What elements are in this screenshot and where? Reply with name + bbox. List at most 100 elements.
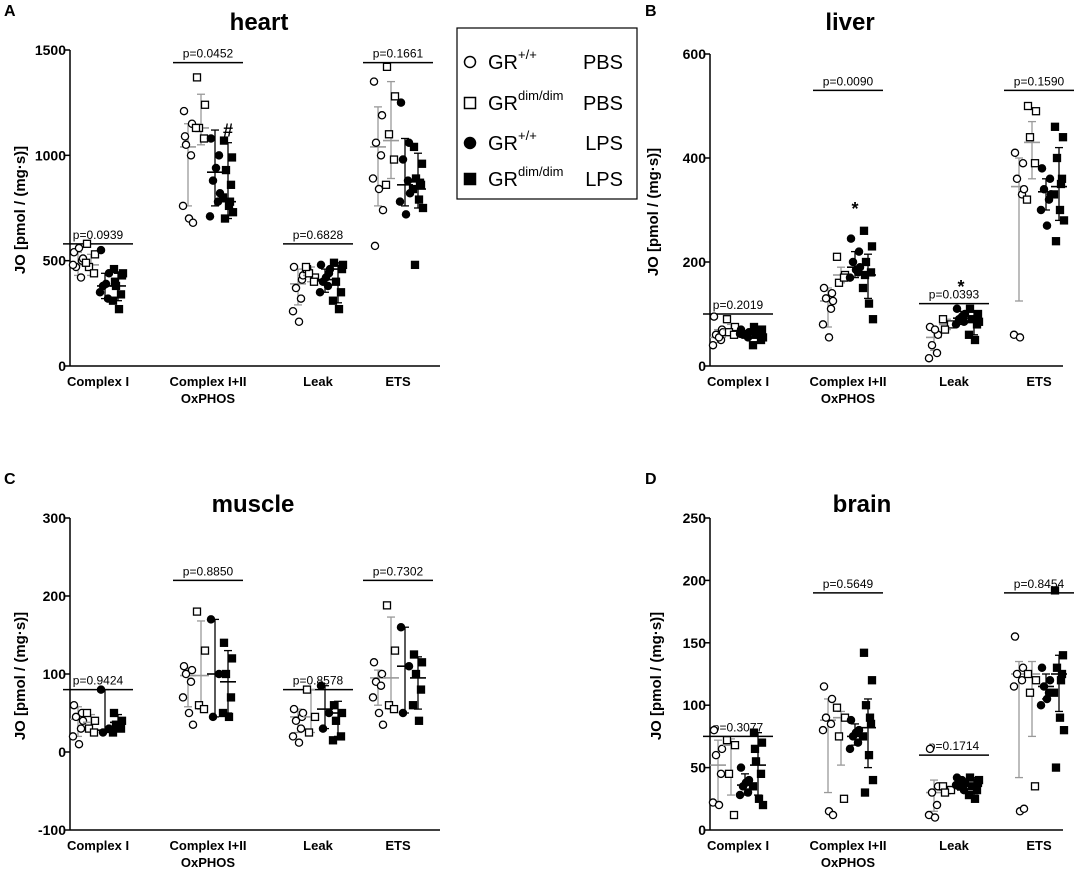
data-point: [735, 329, 745, 339]
data-point: [750, 744, 760, 754]
data-point: [938, 315, 948, 324]
data-point: [68, 260, 78, 270]
data-point: [289, 704, 299, 714]
y-tick-label: 0: [58, 358, 66, 374]
legend-superscript: +/+: [518, 128, 537, 143]
data-point: [301, 262, 311, 272]
data-point: [296, 294, 306, 303]
data-point: [82, 708, 92, 718]
data-point: [211, 163, 221, 173]
legend-genotype: GR: [488, 169, 518, 191]
data-point: [1012, 174, 1022, 184]
data-point: [404, 661, 414, 671]
x-category-label: ETS: [385, 838, 411, 853]
data-point: [336, 732, 346, 741]
data-point: [403, 176, 413, 185]
data-point: [834, 732, 844, 741]
data-point: [743, 788, 753, 797]
data-point: [1055, 205, 1065, 215]
data-point: [116, 290, 126, 299]
data-point: [180, 132, 190, 141]
data-point: [972, 785, 982, 795]
data-point: [708, 340, 718, 350]
data-point: [716, 769, 726, 779]
x-category-label: Complex I+II: [810, 374, 887, 389]
pvalue-label: p=0.9424: [73, 674, 124, 688]
pvalue-label: p=0.1714: [929, 739, 980, 753]
pvalue-label: p=0.8850: [183, 564, 234, 578]
data-point: [398, 708, 408, 718]
data-point: [846, 715, 856, 725]
data-point: [408, 701, 418, 710]
data-point: [310, 712, 320, 722]
data-point: [749, 322, 759, 332]
legend-marker-circle-open: [463, 55, 477, 69]
x-category-label: ETS: [1026, 838, 1052, 853]
x-category-label: Leak: [303, 838, 333, 853]
data-point: [186, 151, 196, 160]
data-point: [214, 151, 224, 160]
data-point: [1030, 782, 1040, 791]
data-point: [95, 288, 105, 297]
data-point: [208, 712, 218, 722]
data-point: [951, 320, 961, 329]
data-point: [389, 155, 399, 164]
y-axis-label: JO [pmol / (mg·s)]: [648, 612, 665, 740]
data-point: [1023, 101, 1033, 111]
data-point: [101, 279, 111, 289]
data-point: [827, 288, 837, 298]
data-point: [205, 212, 215, 221]
data-point: [90, 250, 100, 259]
data-point: [371, 138, 381, 147]
x-category-label: Complex I: [67, 374, 129, 389]
data-point: [338, 260, 348, 270]
y-tick-label: 1500: [35, 42, 66, 58]
y-tick-label: 300: [43, 510, 67, 526]
data-point: [1023, 669, 1033, 679]
data-point: [315, 288, 325, 297]
legend-genotype: GR: [488, 133, 518, 155]
data-point: [818, 320, 828, 329]
panel-heart: A heart JO [pmol / (mg·s)] 0 500 1000 1500 C…: [4, 3, 440, 406]
pvalue-label: p=0.0452: [183, 47, 234, 61]
data-point: [74, 243, 84, 253]
x-category-label: ETS: [385, 374, 411, 389]
data-point: [369, 658, 379, 667]
data-point: [370, 241, 380, 251]
data-point: [965, 773, 975, 782]
pvalue-label: p=0.1661: [373, 47, 424, 61]
data-point: [851, 728, 861, 737]
x-category-label: OxPHOS: [821, 391, 876, 406]
y-tick-label: 600: [683, 46, 707, 62]
data-point: [717, 744, 727, 754]
data-point: [304, 728, 314, 737]
y-tick-label: 0: [58, 744, 66, 760]
data-point: [845, 744, 855, 754]
y-tick-label: 400: [683, 150, 707, 166]
data-point: [381, 180, 391, 189]
data-point: [858, 732, 868, 741]
data-point: [973, 309, 983, 319]
data-point: [389, 704, 399, 714]
data-point: [1052, 663, 1062, 672]
data-point: [957, 312, 967, 321]
data-point: [331, 716, 341, 725]
data-point: [374, 184, 384, 194]
data-point: [1039, 184, 1049, 194]
pvalue-label: p=0.6828: [293, 228, 344, 242]
data-point: [396, 622, 406, 632]
pvalue-label: p=0.0090: [823, 74, 874, 88]
pvalue-label: p=0.0393: [929, 288, 980, 302]
legend-treatment: LPS: [585, 133, 623, 155]
data-point: [78, 716, 88, 726]
data-point: [749, 728, 759, 737]
data-point: [1019, 184, 1029, 194]
svg-text:GRdim/dim: GRdim/dim: [488, 88, 564, 115]
legend-marker-square-open: [463, 96, 477, 110]
data-point: [294, 738, 304, 747]
data-point: [179, 661, 189, 671]
y-tick-label: 200: [683, 254, 707, 270]
data-point: [865, 713, 875, 722]
data-point: [834, 278, 844, 287]
data-point: [940, 788, 950, 797]
